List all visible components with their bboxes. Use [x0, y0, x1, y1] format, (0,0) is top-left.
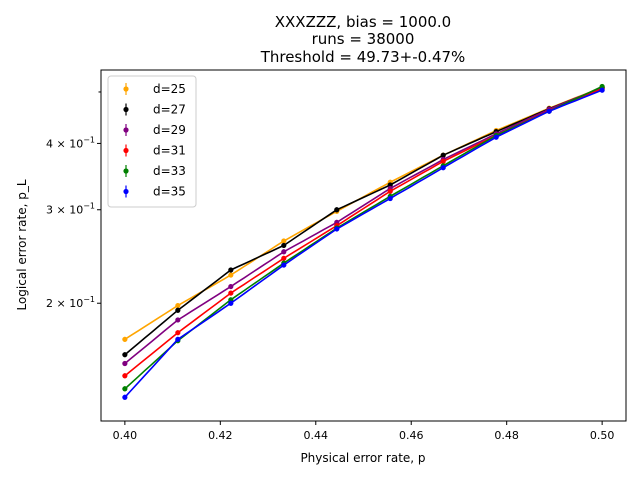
y-axis-ticks: 2 × 10−13 × 10−14 × 10−1: [46, 91, 101, 310]
data-point-d=35-2: [228, 300, 234, 306]
data-point-d=35-8: [546, 108, 552, 114]
chart-title-line-2: runs = 38000: [312, 30, 415, 48]
legend-marker-d=25: [123, 86, 129, 92]
data-point-d=27-0: [122, 352, 128, 358]
y-tick-label-1: 3 × 10−1: [46, 202, 95, 217]
chart-title-line-1: XXXZZZ, bias = 1000.0: [275, 13, 451, 31]
legend-label-d=27: d=27: [153, 103, 186, 117]
fit-line-d=29: [124, 86, 603, 365]
fit-line-d=35: [124, 89, 603, 398]
fit-line-d=27: [124, 87, 603, 356]
data-point-d=31-1: [175, 330, 181, 336]
y-tick-label-exponent-1: −1: [83, 202, 95, 211]
fit-line-d=33: [124, 85, 603, 390]
x-tick-label-1: 0.42: [208, 429, 233, 442]
data-point-d=25-3: [281, 238, 287, 244]
data-point-d=29-0: [122, 360, 128, 367]
data-point-d=31-3: [281, 255, 287, 261]
y-tick-label-base-0: 2 × 10: [46, 297, 83, 310]
data-point-d=35-5: [387, 195, 393, 202]
legend-label-d=33: d=33: [153, 164, 186, 178]
x-tick-label-3: 0.46: [399, 429, 424, 442]
y-tick-label-exponent-2: −1: [83, 135, 95, 144]
y-tick-label-exponent-0: −1: [83, 295, 95, 304]
x-tick-label-2: 0.44: [304, 429, 329, 442]
legend-marker-d=35: [123, 188, 129, 195]
data-point-d=35-4: [334, 226, 340, 232]
legend-label-d=29: d=29: [153, 123, 186, 137]
data-point-d=29-3: [281, 249, 287, 255]
data-point-d=35-6: [440, 165, 446, 171]
legend: d=25 d=27 d=29 d=31 d=33 d=35: [107, 75, 197, 208]
legend-marker-d=29: [123, 127, 129, 133]
data-point-d=33-0: [122, 386, 128, 392]
data-point-d=27-3: [281, 242, 287, 249]
data-point-d=31-5: [387, 188, 393, 194]
data-point-d=25-2: [228, 272, 234, 278]
x-tick-label-0: 0.40: [113, 429, 138, 442]
y-tick-label-2: 4 × 10−1: [46, 135, 95, 150]
data-point-d=29-2: [228, 283, 234, 290]
data-point-d=35-0: [122, 394, 128, 400]
legend-marker-d=33: [123, 168, 129, 174]
y-axis-label: Logical error rate, p_L: [15, 179, 29, 310]
y-tick-label-base-1: 3 × 10: [46, 204, 83, 217]
plot-frame: [100, 69, 627, 422]
legend-label-d=25: d=25: [153, 82, 186, 96]
data-point-d=29-1: [175, 317, 181, 323]
data-point-d=31-2: [228, 290, 234, 296]
data-point-d=27-4: [334, 207, 340, 213]
data-point-d=31-6: [440, 158, 446, 164]
data-point-d=33-9: [599, 83, 605, 90]
x-axis-ticks: 0.40 0.42 0.44 0.46 0.48 0.50: [113, 421, 615, 442]
legend-label-d=31: d=31: [153, 144, 186, 158]
data-point-d=35-7: [493, 134, 499, 140]
chart-title-line-3: Threshold = 49.73+-0.47%: [260, 48, 466, 66]
legend-label-d=35: d=35: [153, 185, 186, 199]
y-tick-label-base-2: 4 × 10: [46, 137, 83, 150]
data-point-d=35-3: [281, 262, 287, 268]
plot-marks: [122, 83, 605, 400]
legend-marker-d=27: [123, 106, 129, 113]
x-tick-label-4: 0.48: [494, 429, 519, 442]
x-axis-label: Physical error rate, p: [300, 451, 425, 465]
data-point-d=27-2: [228, 267, 234, 273]
data-point-d=35-9: [599, 87, 605, 93]
data-point-d=35-1: [175, 336, 181, 342]
legend-marker-d=31: [123, 147, 129, 154]
data-point-d=27-1: [175, 307, 181, 313]
data-point-d=25-0: [122, 336, 128, 342]
x-tick-label-5: 0.50: [590, 429, 615, 442]
y-tick-label-0: 2 × 10−1: [46, 295, 95, 310]
data-point-d=27-6: [440, 152, 446, 158]
legend-box: [107, 75, 197, 208]
data-point-d=31-0: [122, 373, 128, 379]
data-point-d=25-1: [175, 302, 181, 309]
